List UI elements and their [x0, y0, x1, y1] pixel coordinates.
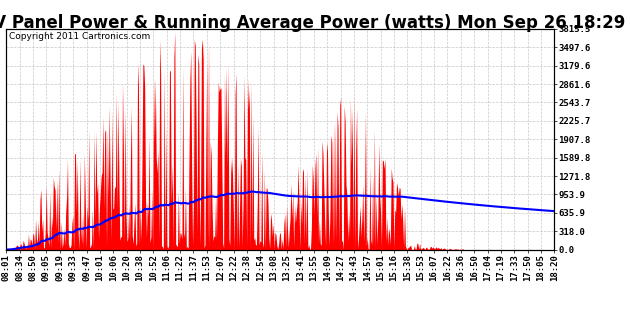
- Text: Copyright 2011 Cartronics.com: Copyright 2011 Cartronics.com: [9, 32, 151, 41]
- Text: Total PV Panel Power & Running Average Power (watts) Mon Sep 26 18:29: Total PV Panel Power & Running Average P…: [0, 14, 625, 32]
